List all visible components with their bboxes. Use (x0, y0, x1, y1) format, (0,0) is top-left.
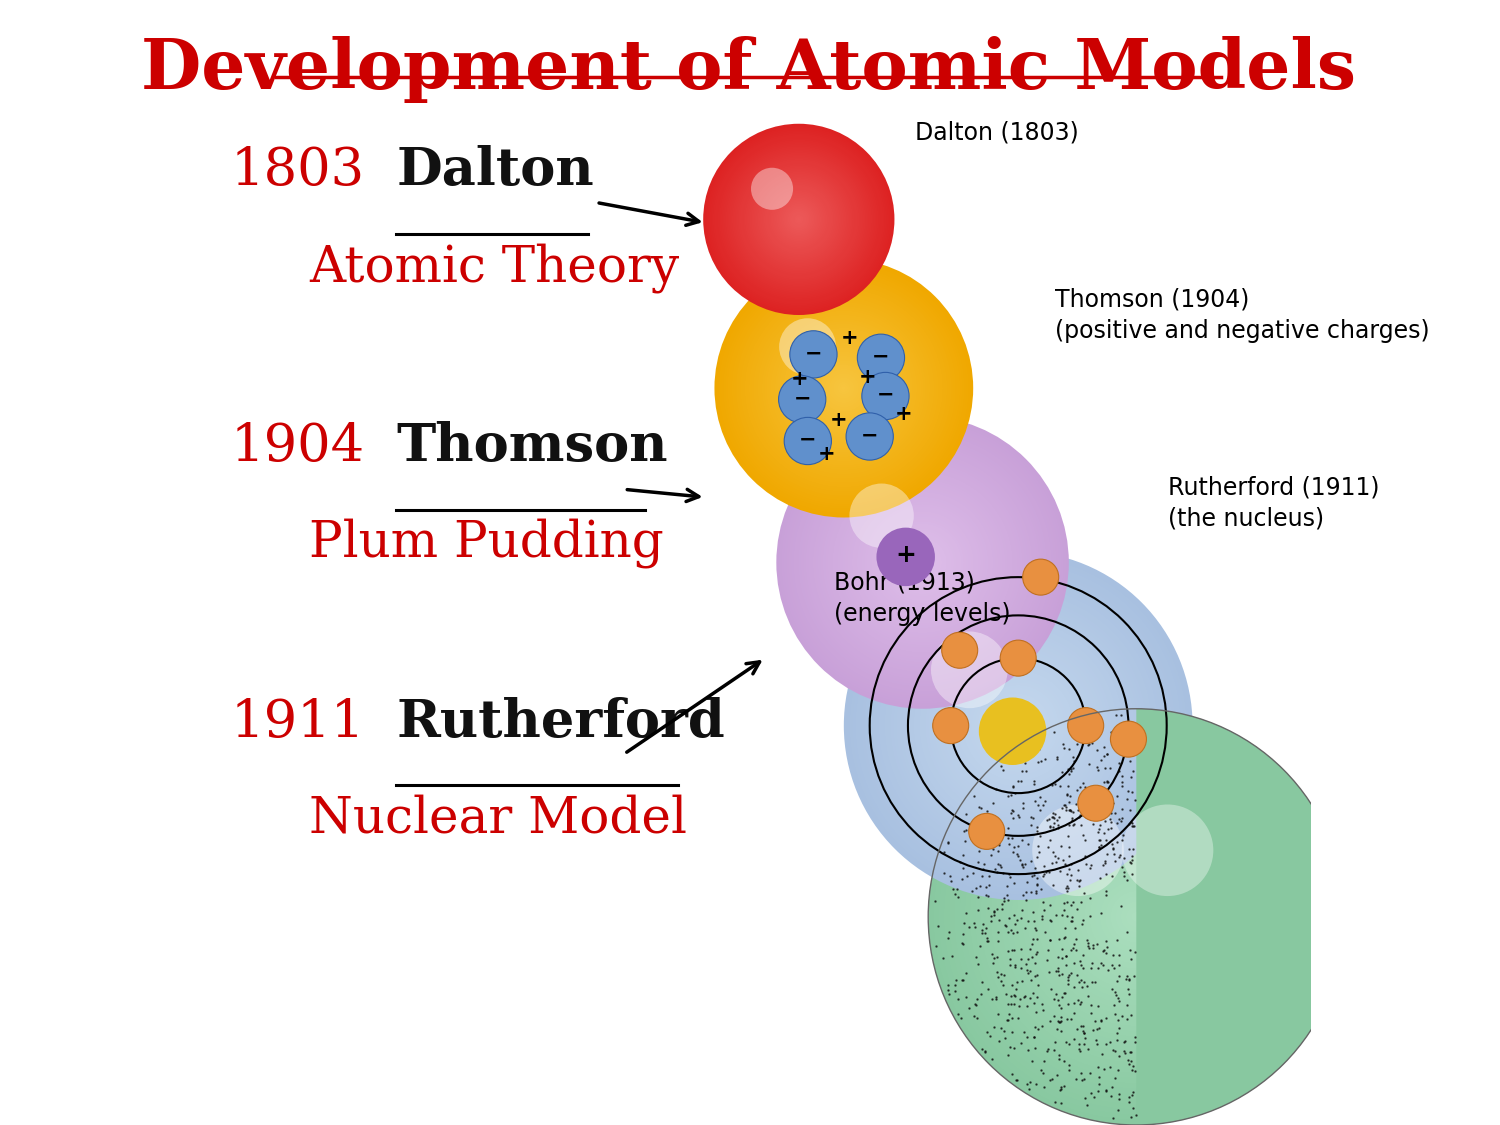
Circle shape (902, 610, 1134, 842)
Circle shape (849, 557, 1186, 894)
Circle shape (861, 568, 1174, 882)
Text: 1904: 1904 (231, 421, 364, 472)
Circle shape (777, 416, 1070, 709)
Circle shape (1131, 911, 1142, 922)
Text: +: + (840, 327, 858, 348)
Circle shape (1022, 802, 1251, 1032)
Circle shape (960, 667, 1077, 784)
Circle shape (861, 502, 984, 623)
Circle shape (742, 287, 945, 489)
Circle shape (922, 630, 1114, 821)
Circle shape (768, 189, 830, 250)
Circle shape (825, 465, 1020, 660)
Circle shape (806, 446, 1040, 680)
Circle shape (846, 413, 894, 460)
Circle shape (928, 636, 1108, 816)
Wedge shape (928, 709, 1137, 1125)
Circle shape (1110, 891, 1162, 943)
Circle shape (842, 482, 1004, 642)
Circle shape (764, 184, 834, 254)
Text: 1911: 1911 (231, 696, 364, 748)
Circle shape (736, 280, 951, 496)
Circle shape (1010, 717, 1028, 735)
Circle shape (720, 142, 878, 297)
Circle shape (856, 497, 988, 628)
Circle shape (880, 521, 965, 604)
Circle shape (796, 341, 891, 435)
Circle shape (770, 190, 828, 248)
Circle shape (882, 590, 1155, 862)
Circle shape (933, 708, 969, 744)
Circle shape (916, 624, 1120, 827)
Circle shape (920, 560, 926, 565)
Circle shape (994, 702, 1041, 749)
Circle shape (786, 426, 1059, 699)
Circle shape (858, 334, 904, 381)
Circle shape (1106, 885, 1167, 948)
Circle shape (840, 479, 1005, 646)
Circle shape (762, 306, 926, 470)
Circle shape (992, 700, 1044, 752)
Text: +: + (790, 369, 808, 389)
Circle shape (842, 386, 846, 390)
Circle shape (774, 193, 825, 245)
Circle shape (768, 313, 920, 463)
Circle shape (806, 349, 882, 426)
Circle shape (796, 435, 1050, 690)
Circle shape (711, 132, 886, 307)
Circle shape (754, 174, 843, 264)
Circle shape (948, 656, 1088, 795)
Circle shape (908, 615, 1128, 836)
Circle shape (894, 533, 952, 592)
Circle shape (734, 278, 954, 498)
Circle shape (752, 171, 846, 267)
Circle shape (966, 673, 1071, 778)
Circle shape (898, 538, 946, 587)
Circle shape (840, 384, 848, 393)
Wedge shape (1137, 709, 1344, 1125)
Circle shape (792, 336, 895, 440)
Circle shape (868, 508, 976, 616)
Circle shape (939, 647, 1096, 804)
Circle shape (1122, 804, 1214, 896)
Circle shape (1126, 907, 1146, 927)
Circle shape (789, 209, 808, 230)
Circle shape (1028, 808, 1245, 1026)
Circle shape (796, 218, 801, 220)
Circle shape (724, 270, 963, 506)
Circle shape (888, 529, 957, 596)
Circle shape (778, 199, 819, 240)
Circle shape (717, 138, 880, 300)
Circle shape (884, 523, 962, 602)
Circle shape (810, 450, 1035, 675)
Circle shape (821, 460, 1025, 665)
Circle shape (801, 441, 1044, 684)
Text: +: + (896, 542, 916, 567)
Circle shape (748, 294, 939, 483)
Text: Bohr (1913)
(energy levels): Bohr (1913) (energy levels) (834, 570, 1011, 627)
Circle shape (874, 514, 972, 611)
Circle shape (914, 621, 1124, 830)
Circle shape (759, 180, 839, 259)
Circle shape (844, 485, 1000, 640)
Circle shape (960, 740, 1312, 1094)
Circle shape (1048, 828, 1226, 1006)
Text: +: + (818, 444, 836, 465)
Circle shape (717, 261, 970, 515)
Circle shape (729, 273, 958, 503)
Circle shape (1064, 844, 1209, 990)
Circle shape (852, 560, 1184, 891)
Circle shape (778, 376, 826, 423)
Circle shape (944, 724, 1329, 1109)
Circle shape (980, 760, 1293, 1073)
Circle shape (738, 282, 950, 494)
Circle shape (746, 166, 852, 272)
Circle shape (812, 356, 876, 421)
Circle shape (786, 330, 902, 447)
Circle shape (784, 205, 813, 234)
Circle shape (855, 494, 992, 631)
Circle shape (762, 182, 836, 256)
Circle shape (928, 709, 1344, 1125)
Circle shape (951, 659, 1084, 792)
Circle shape (864, 572, 1172, 880)
